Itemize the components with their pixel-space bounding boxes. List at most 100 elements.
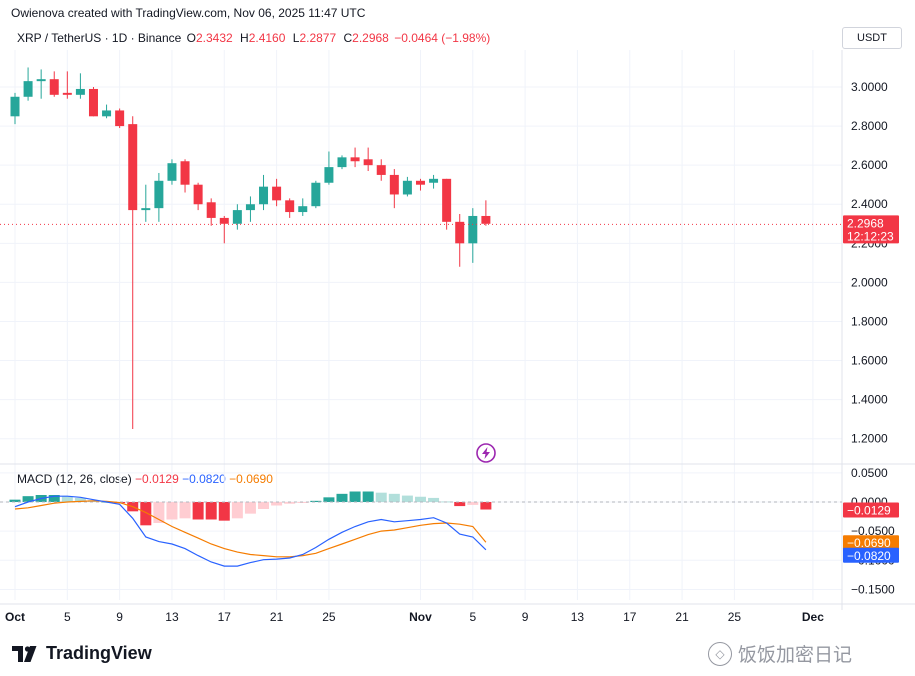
- last-price-tag-text: 2.2968: [847, 216, 884, 230]
- candle-body: [481, 215, 491, 224]
- price-tick-label: 3.0000: [851, 80, 888, 94]
- open-value: 2.3432: [195, 31, 233, 45]
- candle-body: [193, 184, 203, 205]
- candle-body: [36, 79, 46, 82]
- macd-histogram-bar: [480, 502, 492, 510]
- candle-body: [337, 157, 347, 168]
- candle-body: [115, 110, 125, 127]
- macd-tick-label: 0.0000: [851, 495, 888, 509]
- candle-body: [389, 174, 399, 195]
- candle-body: [350, 157, 360, 162]
- time-tick-label: 5: [64, 610, 71, 624]
- candle-body: [415, 180, 425, 185]
- macd-signal-line: [14, 500, 487, 558]
- time-tick-label: 25: [728, 610, 742, 624]
- macd-histogram-bar: [101, 502, 113, 503]
- candle-body: [154, 180, 164, 209]
- macd-histogram-bar: [414, 496, 426, 502]
- candle-body: [206, 202, 216, 218]
- candle-body: [10, 96, 20, 117]
- candle-body: [88, 88, 98, 117]
- macd-title[interactable]: MACD (12, 26, close): [17, 472, 132, 486]
- chart-credit: Owienova created with TradingView.com, N…: [11, 6, 366, 20]
- macd-histogram-bar: [114, 502, 126, 504]
- last-price-tag-text: 12:12:23: [847, 229, 894, 243]
- candle-body: [402, 180, 412, 195]
- watermark-icon: ◇: [708, 641, 732, 666]
- macd-tick-label: −0.0500: [851, 524, 895, 538]
- macd-histogram-bar: [74, 497, 86, 502]
- macd-histogram-bar: [166, 502, 178, 520]
- macd-signal-tag-bg: [843, 535, 899, 551]
- close-value: 2.2968: [352, 31, 389, 45]
- currency-button[interactable]: USDT: [842, 27, 902, 49]
- price-tick-label: 1.8000: [851, 314, 888, 328]
- candle-body: [272, 186, 282, 201]
- time-tick-label: 21: [675, 610, 689, 624]
- price-tick-label: 2.8000: [851, 119, 888, 133]
- candle-body: [180, 161, 190, 185]
- candle-body: [455, 221, 465, 244]
- watermark: ◇ 饭饭加密日记: [708, 640, 852, 667]
- macd-histogram-bar: [205, 502, 217, 520]
- candle-body: [429, 178, 439, 183]
- macd-tick-label: 0.0500: [851, 466, 888, 480]
- time-tick-label: 21: [270, 610, 284, 624]
- candle-body: [167, 163, 177, 181]
- candle-body: [128, 124, 138, 211]
- candle-body: [141, 208, 151, 211]
- macd-hist-tag-text: −0.0129: [847, 504, 891, 518]
- macd-histogram-bar: [441, 501, 453, 503]
- high-label: H: [240, 31, 249, 45]
- candle-body: [311, 182, 321, 207]
- macd-histogram-bar: [349, 491, 361, 502]
- time-tick-label: 13: [165, 610, 179, 624]
- price-tick-label: 1.2000: [851, 432, 888, 446]
- price-tick-label: 2.0000: [851, 275, 888, 289]
- tradingview-brand: TradingView: [46, 643, 152, 663]
- candle-body: [23, 81, 33, 97]
- time-tick-label: 17: [218, 610, 232, 624]
- time-tick-label: Nov: [409, 610, 432, 624]
- time-tick-label: 5: [469, 610, 476, 624]
- candle-body: [376, 165, 386, 175]
- candle-body: [324, 167, 334, 183]
- macd-line-tag-text: −0.0820: [847, 549, 891, 563]
- macd-histogram-bar: [323, 497, 335, 502]
- lightning-icon[interactable]: [476, 443, 496, 463]
- macd-histogram-bar: [467, 502, 479, 505]
- macd-histogram-bar: [362, 491, 374, 502]
- macd-signal-value: −0.0690: [229, 472, 273, 486]
- time-tick-label: 9: [116, 610, 123, 624]
- time-tick-label: 17: [623, 610, 637, 624]
- macd-histogram-bar: [284, 502, 296, 504]
- macd-histogram-bar: [428, 497, 440, 502]
- price-tick-label: 2.4000: [851, 197, 888, 211]
- symbol-name[interactable]: XRP / TetherUS · 1D · Binance: [17, 31, 182, 45]
- macd-line-tag-bg: [843, 547, 899, 563]
- last-price-tag-bg: [843, 215, 899, 244]
- macd-histogram-bar: [153, 502, 165, 523]
- macd-histogram-bar: [35, 495, 47, 502]
- macd-histogram-bar: [271, 502, 283, 506]
- macd-histogram-bar: [87, 500, 99, 502]
- macd-legend: MACD (12, 26, close) −0.0129 −0.0820 −0.…: [17, 472, 273, 486]
- watermark-text: 饭饭加密日记: [738, 645, 853, 666]
- macd-histogram-bar: [258, 502, 270, 509]
- low-label: L: [292, 31, 300, 45]
- candle-body: [75, 88, 85, 95]
- macd-histogram-bar: [336, 493, 348, 502]
- tradingview-logo-icon: [12, 645, 37, 662]
- candle-body: [232, 210, 242, 224]
- price-tick-label: 1.4000: [851, 393, 888, 407]
- candle-body: [62, 92, 72, 95]
- candle-body: [49, 79, 59, 95]
- macd-hist-value: −0.0129: [135, 472, 179, 486]
- macd-line-value: −0.0820: [182, 472, 226, 486]
- tradingview-logo[interactable]: TradingView: [12, 643, 152, 664]
- time-tick-label: Oct: [5, 610, 25, 624]
- candle-body: [363, 159, 373, 166]
- macd-signal-tag-text: −0.0690: [847, 536, 891, 550]
- macd-histogram-bar: [454, 502, 466, 507]
